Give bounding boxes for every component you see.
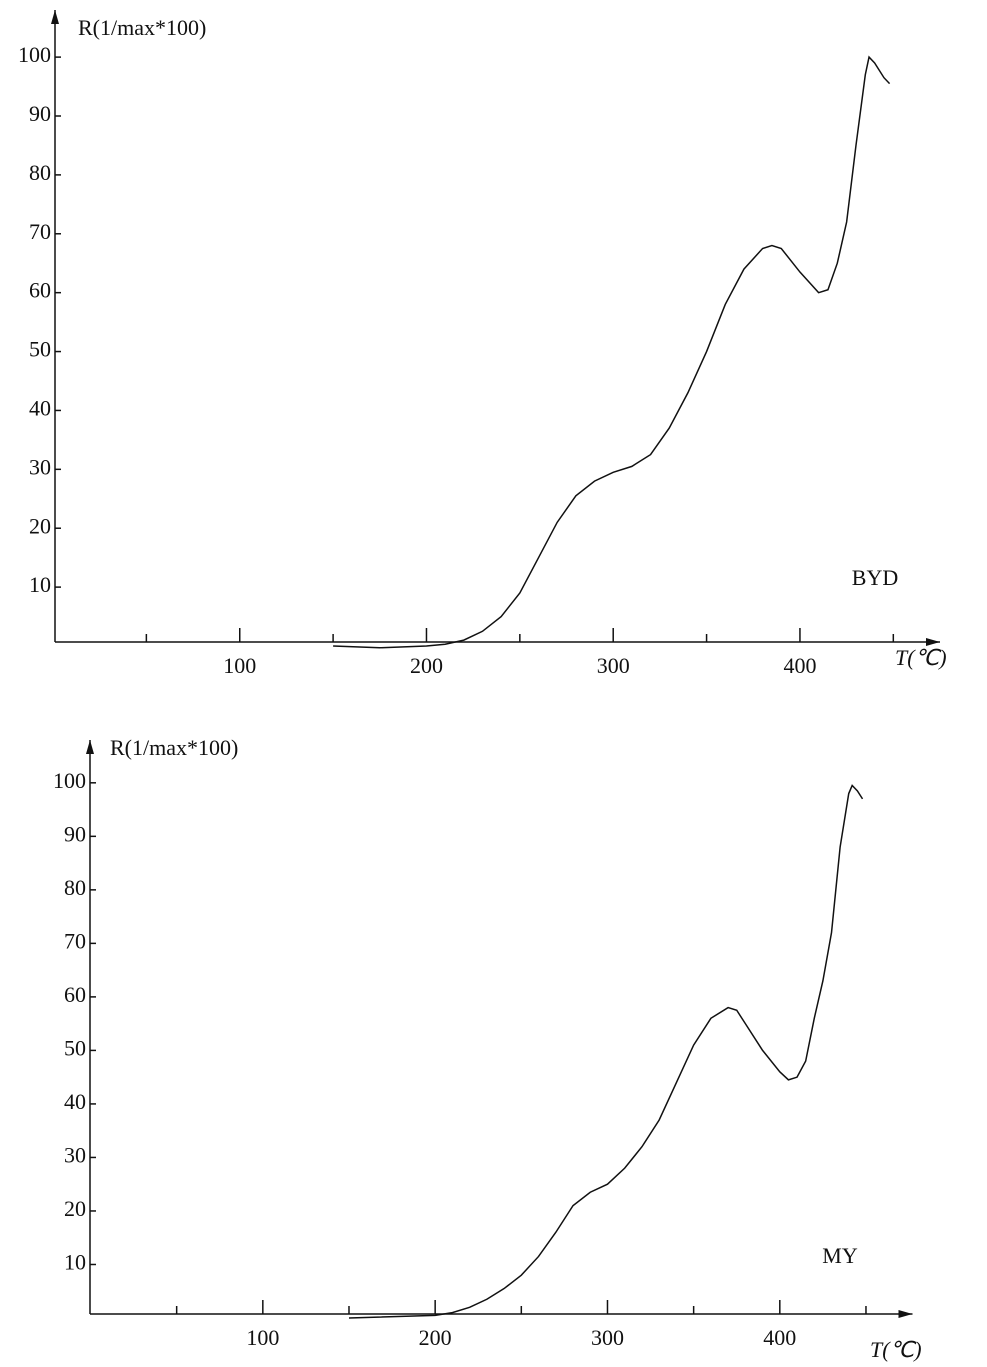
- y-tick-label: 20: [64, 1196, 86, 1221]
- x-tick-label: 200: [410, 653, 443, 678]
- y-tick-label: 100: [53, 768, 86, 793]
- y-axis-arrow: [86, 740, 94, 754]
- y-tick-label: 60: [64, 982, 86, 1007]
- x-tick-label: 100: [246, 1325, 279, 1350]
- y-tick-label: 50: [64, 1035, 86, 1060]
- y-tick-label: 40: [29, 395, 51, 420]
- y-tick-label: 30: [64, 1142, 86, 1167]
- y-tick-label: 10: [64, 1250, 86, 1275]
- data-line: [333, 55, 891, 649]
- x-tick-label: 400: [763, 1325, 796, 1350]
- data-line: [348, 784, 864, 1319]
- y-tick-label: 10: [29, 572, 51, 597]
- y-tick-label: 80: [29, 160, 51, 185]
- y-axis-arrow: [51, 10, 59, 24]
- y-axis-label: R(1/max*100): [78, 15, 206, 40]
- y-axis-label: R(1/max*100): [110, 735, 238, 760]
- y-tick-label: 100: [18, 42, 51, 67]
- y-tick-label: 60: [29, 278, 51, 303]
- x-tick-label: 300: [591, 1325, 624, 1350]
- series-annotation: BYD: [852, 565, 898, 590]
- y-tick-label: 90: [29, 101, 51, 126]
- y-tick-label: 50: [29, 337, 51, 362]
- x-axis-arrow: [926, 638, 940, 646]
- y-tick-label: 30: [29, 454, 51, 479]
- y-tick-label: 40: [64, 1089, 86, 1114]
- series-annotation: MY: [822, 1243, 858, 1268]
- x-tick-label: 300: [597, 653, 630, 678]
- x-tick-label: 400: [783, 653, 816, 678]
- y-tick-label: 90: [64, 821, 86, 846]
- x-axis-arrow: [898, 1310, 913, 1318]
- x-tick-label: 100: [223, 653, 256, 678]
- y-tick-label: 70: [64, 928, 86, 953]
- y-tick-label: 20: [29, 513, 51, 538]
- y-tick-label: 80: [64, 875, 86, 900]
- x-tick-label: 200: [419, 1325, 452, 1350]
- x-axis-label: T(℃): [895, 645, 947, 670]
- y-tick-label: 70: [29, 219, 51, 244]
- x-axis-label: T(℃): [870, 1337, 922, 1362]
